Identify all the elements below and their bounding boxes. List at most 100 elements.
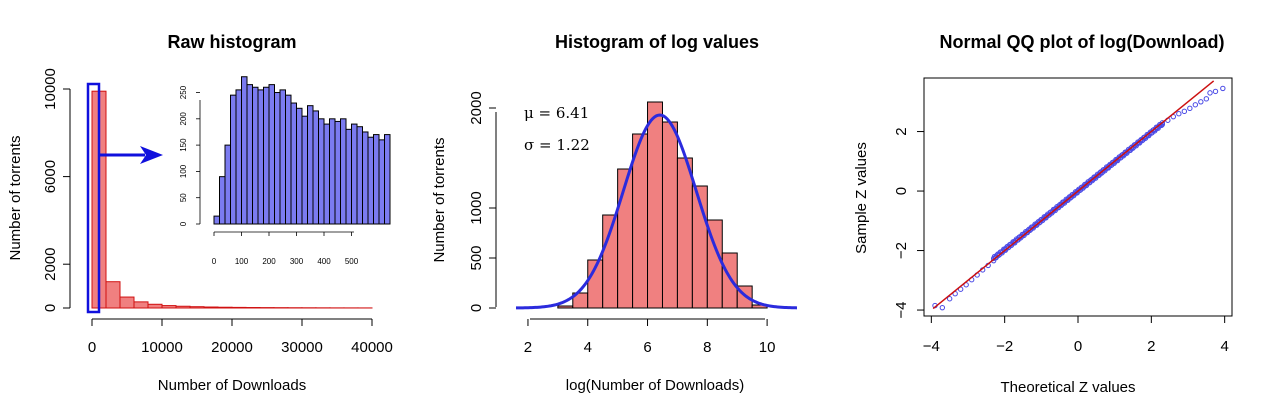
inset-x-tick-label: 0 — [212, 257, 217, 266]
bar — [147, 303, 163, 309]
x-tick-label: 30000 — [281, 339, 323, 356]
qq-point — [1203, 96, 1210, 102]
y-axis: 0 500 1000 2000 — [468, 91, 497, 312]
inset-bar — [268, 84, 275, 225]
inset-bar — [230, 94, 237, 225]
y-tick-label: 6000 — [42, 160, 59, 193]
panel-log-histogram: Histogram of log values 2 4 6 8 10 0 500 1000 2… — [431, 32, 798, 394]
inset-bar — [213, 215, 220, 225]
inset-histogram: 0 100 200 300 400 500 0 50 100 150 200 250 — [179, 76, 391, 266]
y-tick-label: 10000 — [42, 68, 59, 110]
bar — [647, 101, 663, 309]
inset-bar — [307, 105, 314, 225]
x-tick-label: 4 — [584, 339, 592, 356]
x-axis: 0 10000 20000 30000 40000 — [88, 318, 393, 356]
inset-bar — [351, 123, 358, 225]
x-tick-label: 0 — [88, 339, 96, 356]
panel-raw-histogram: Raw histogram 0 10000 20000 30000 40000 0200… — [7, 32, 393, 394]
qq-point — [1212, 88, 1219, 95]
x-tick-label: 2 — [1147, 338, 1155, 355]
inset-bar — [373, 134, 380, 225]
inset-bar — [290, 102, 297, 225]
x-tick-label: 8 — [703, 339, 711, 356]
y-axis: −4 −2 0 2 — [893, 127, 924, 319]
y-tick-label: 0 — [468, 304, 485, 312]
x-tick-label: 2 — [524, 339, 532, 356]
qq-point — [1198, 99, 1204, 105]
reference-line — [932, 80, 1215, 310]
point-group — [932, 85, 1226, 311]
inset-bar — [235, 89, 242, 225]
bar — [175, 305, 191, 309]
inset-x-tick-label: 500 — [345, 257, 359, 266]
inset-bar — [252, 86, 259, 225]
qq-point — [1066, 195, 1072, 201]
x-tick-label: 6 — [643, 339, 651, 356]
x-axis: −4 −2 0 2 4 — [923, 316, 1229, 355]
bar — [217, 306, 233, 309]
stat-mean: μ = 6.41 — [524, 104, 589, 122]
inset-bar — [345, 128, 352, 225]
inset-bar — [296, 107, 303, 225]
qq-point — [1137, 137, 1144, 144]
chart-title: Histogram of log values — [555, 32, 759, 52]
inset-bar — [219, 176, 226, 225]
inset-bar — [384, 134, 391, 225]
y-tick-label: −4 — [893, 301, 910, 318]
bar — [105, 281, 121, 309]
x-axis: 2 4 6 8 10 — [524, 318, 776, 356]
x-tick-label: 40000 — [351, 339, 393, 356]
inset-bar — [285, 94, 292, 225]
inset-y-tick-label: 50 — [179, 193, 188, 202]
inset-bar — [301, 115, 308, 225]
inset-bar — [241, 76, 248, 225]
inset-bar — [274, 92, 281, 225]
x-tick-label: 10 — [759, 339, 776, 356]
inset-bar — [263, 86, 270, 225]
x-tick-label: 0 — [1074, 338, 1082, 355]
bar — [231, 306, 247, 309]
x-tick-label: 4 — [1220, 338, 1228, 355]
inset-bar — [224, 144, 231, 225]
x-tick-label: −4 — [923, 338, 940, 355]
inset-x-tick-label: 400 — [317, 257, 331, 266]
qq-point — [1176, 111, 1182, 117]
qq-point — [1192, 102, 1199, 108]
arrow — [100, 146, 163, 164]
y-tick-label: 1000 — [468, 191, 485, 224]
highlight-box — [86, 82, 101, 314]
bar — [632, 133, 649, 309]
bar — [721, 252, 738, 309]
y-tick-label: 2 — [893, 127, 910, 135]
inset-x-tick-label: 100 — [235, 257, 249, 266]
qq-point — [946, 296, 953, 302]
x-tick-label: −2 — [996, 338, 1013, 355]
qq-point — [1187, 105, 1193, 112]
bar — [557, 305, 574, 309]
y-tick-label: 0 — [42, 304, 59, 312]
inset-bar — [378, 139, 385, 225]
inset-x-tick-label: 300 — [290, 257, 304, 266]
chart-title: Raw histogram — [167, 32, 296, 52]
bar — [203, 306, 219, 309]
qq-point — [1181, 108, 1188, 115]
x-axis-label: Theoretical Z values — [1000, 379, 1135, 396]
y-axis: 0 2000 6000 10000 — [42, 68, 71, 312]
x-tick-label: 10000 — [141, 339, 183, 356]
y-tick-label: 0 — [893, 187, 910, 195]
bar — [119, 296, 135, 309]
inset-bar — [334, 120, 341, 225]
inset-bar — [257, 89, 264, 225]
inset-bar — [312, 110, 319, 225]
bar — [161, 305, 177, 309]
x-axis-label: log(Number of Downloads) — [566, 377, 744, 394]
bar — [661, 121, 678, 309]
inset-y-tick-label: 100 — [179, 164, 188, 178]
inset-y-tick-label: 200 — [179, 112, 188, 126]
inset-y-tick-label: 150 — [179, 138, 188, 152]
y-axis-label: Number of torrents — [431, 137, 448, 262]
qq-point — [939, 304, 946, 311]
y-axis-label: Sample Z values — [853, 142, 870, 254]
y-tick-label: 2000 — [468, 91, 485, 124]
